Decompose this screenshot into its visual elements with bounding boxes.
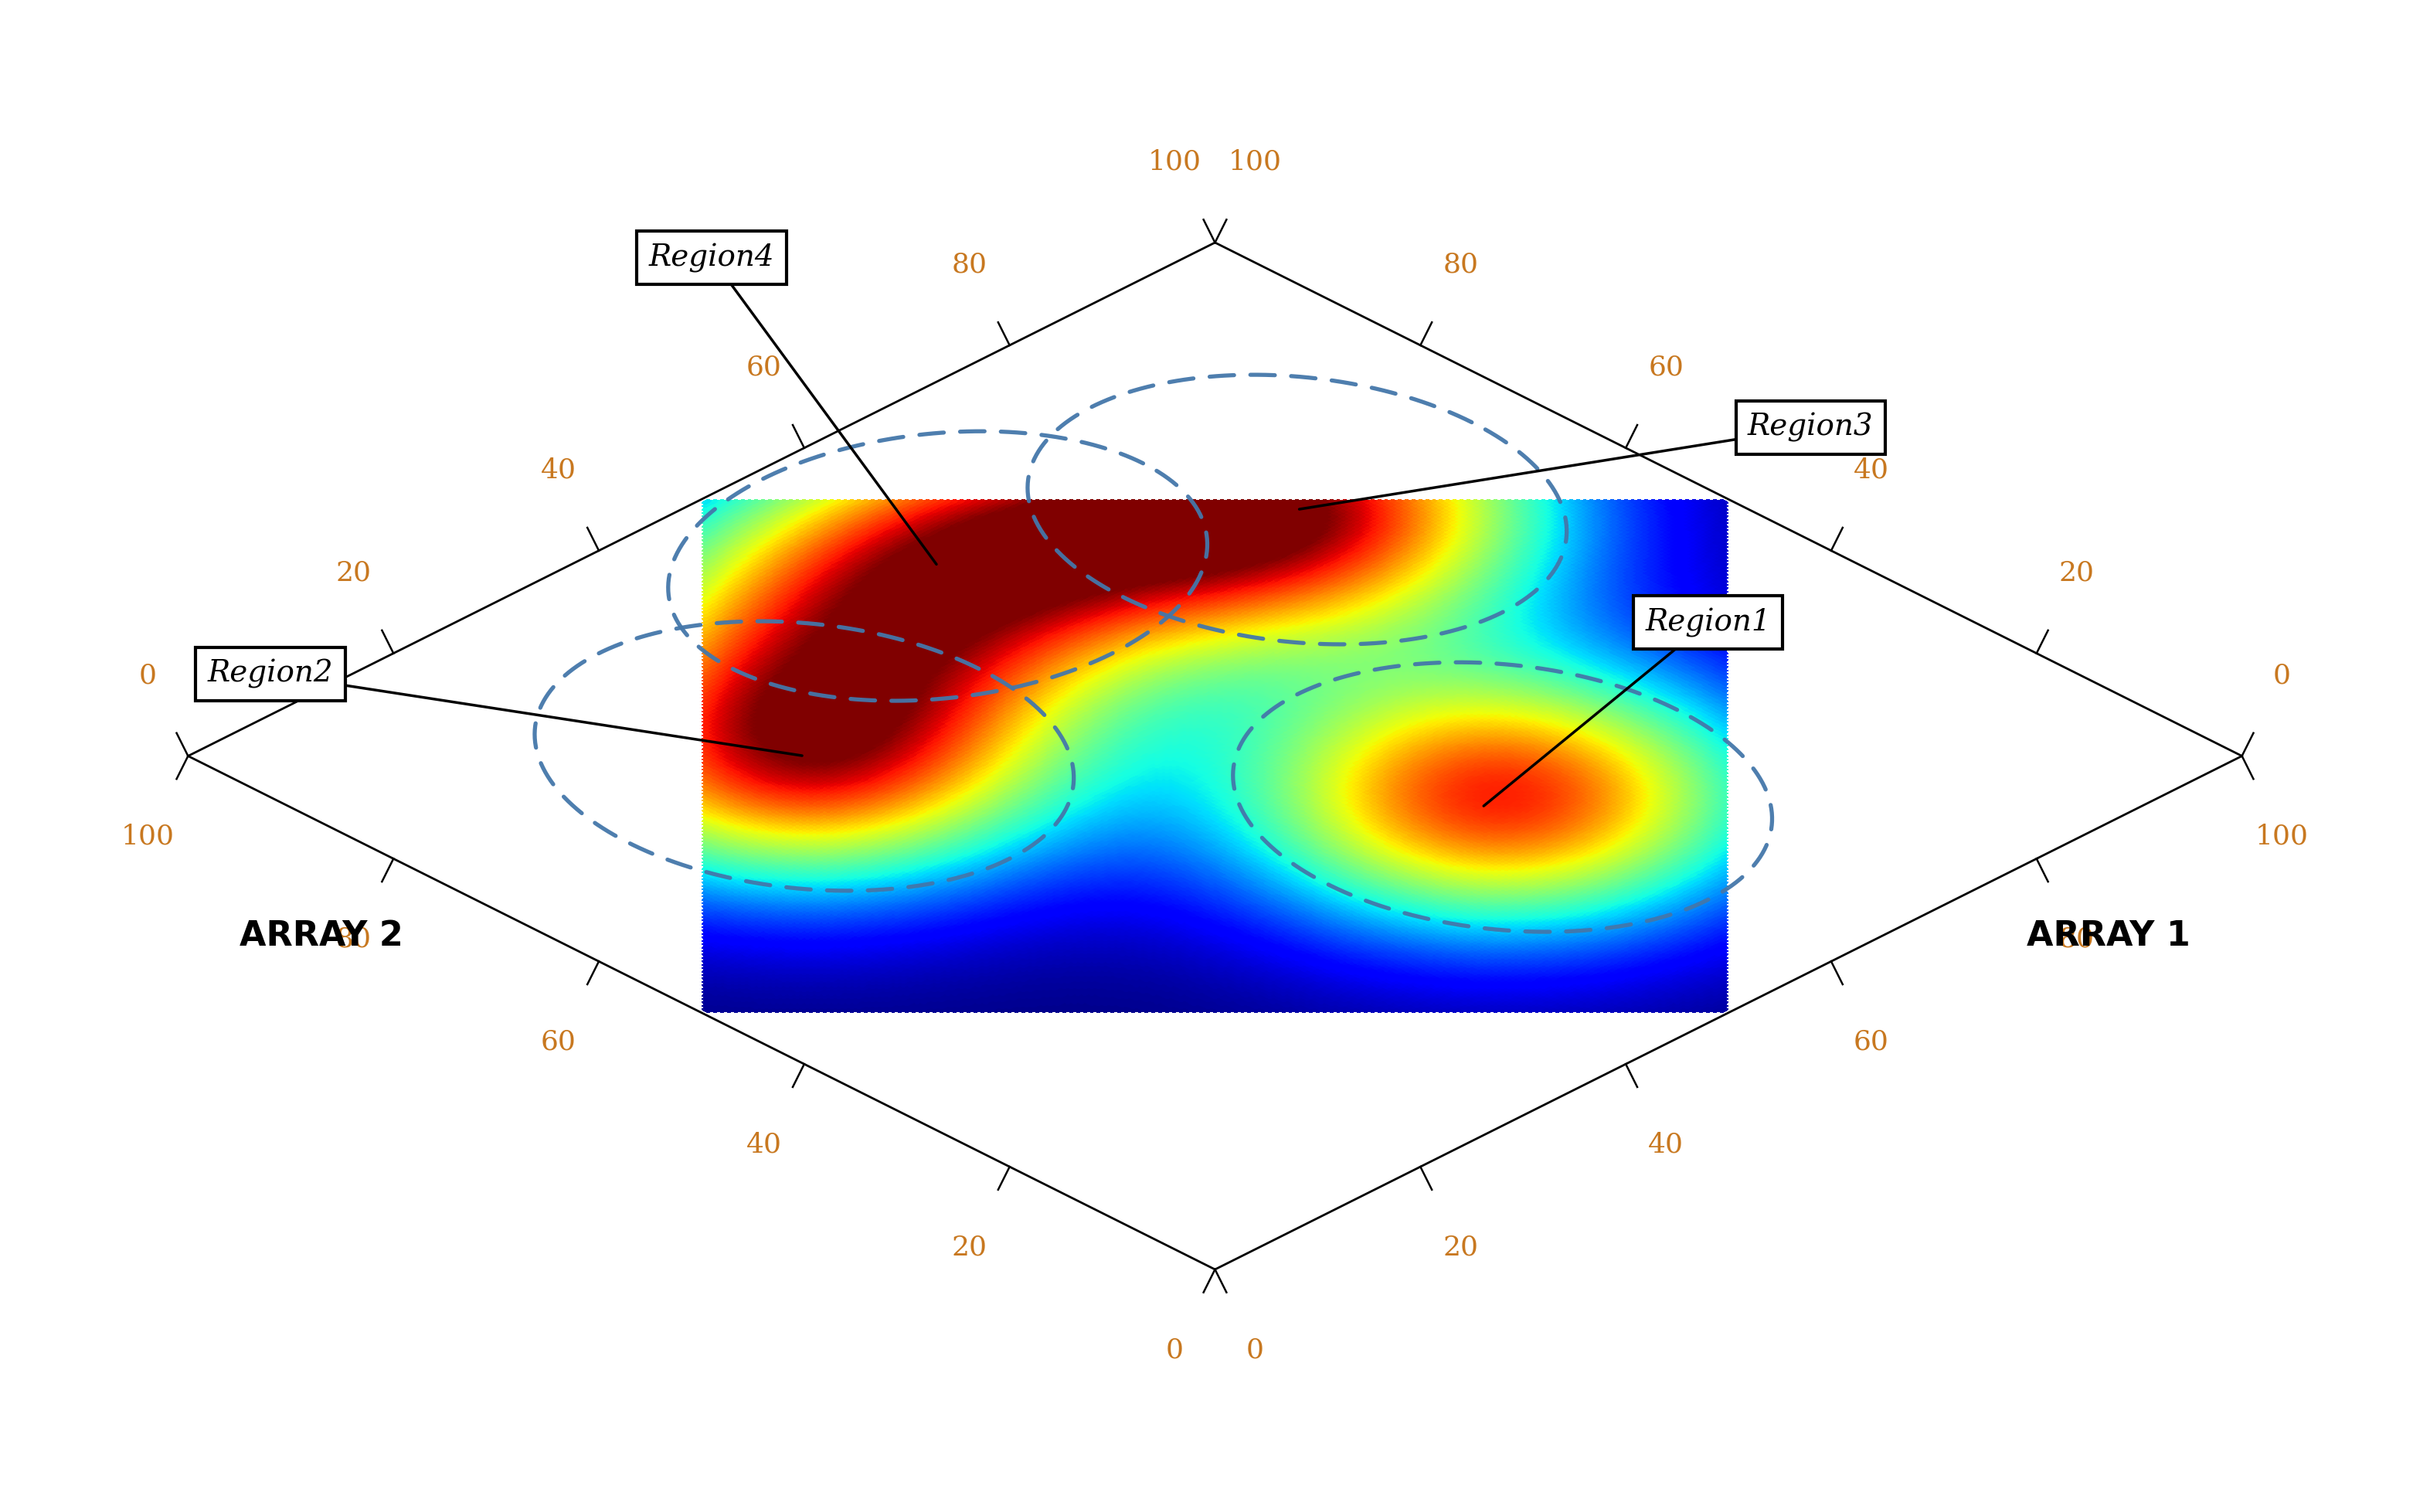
Text: ARRAY 2: ARRAY 2 bbox=[241, 919, 403, 953]
Text: 100: 100 bbox=[2255, 823, 2308, 850]
Text: 40: 40 bbox=[1854, 457, 1888, 484]
Text: Region2: Region2 bbox=[207, 659, 333, 688]
Text: 80: 80 bbox=[1443, 253, 1477, 278]
Text: 80: 80 bbox=[335, 925, 372, 953]
Text: 40: 40 bbox=[542, 457, 576, 484]
Text: 40: 40 bbox=[746, 1131, 782, 1158]
Text: 20: 20 bbox=[335, 559, 372, 587]
Text: Region3: Region3 bbox=[1747, 413, 1874, 442]
Text: 60: 60 bbox=[542, 1028, 576, 1055]
Text: 100: 100 bbox=[122, 823, 175, 850]
Text: 20: 20 bbox=[953, 1234, 987, 1259]
Text: 0: 0 bbox=[2272, 662, 2291, 689]
Text: 60: 60 bbox=[1854, 1028, 1888, 1055]
Text: 100: 100 bbox=[1147, 150, 1200, 175]
Text: 40: 40 bbox=[1648, 1131, 1684, 1158]
Text: Region4: Region4 bbox=[649, 243, 775, 272]
Text: Region1: Region1 bbox=[1645, 608, 1771, 637]
Text: 80: 80 bbox=[2058, 925, 2095, 953]
Text: 0: 0 bbox=[139, 662, 158, 689]
Text: 20: 20 bbox=[1443, 1234, 1477, 1259]
Text: 20: 20 bbox=[2058, 559, 2095, 587]
Text: 80: 80 bbox=[953, 253, 987, 278]
Text: 60: 60 bbox=[1648, 354, 1684, 381]
Text: ARRAY 1: ARRAY 1 bbox=[2027, 919, 2189, 953]
Text: 60: 60 bbox=[746, 354, 782, 381]
Text: 100: 100 bbox=[1230, 150, 1283, 175]
Text: 0: 0 bbox=[1166, 1337, 1183, 1362]
Text: 0: 0 bbox=[1247, 1337, 1264, 1362]
